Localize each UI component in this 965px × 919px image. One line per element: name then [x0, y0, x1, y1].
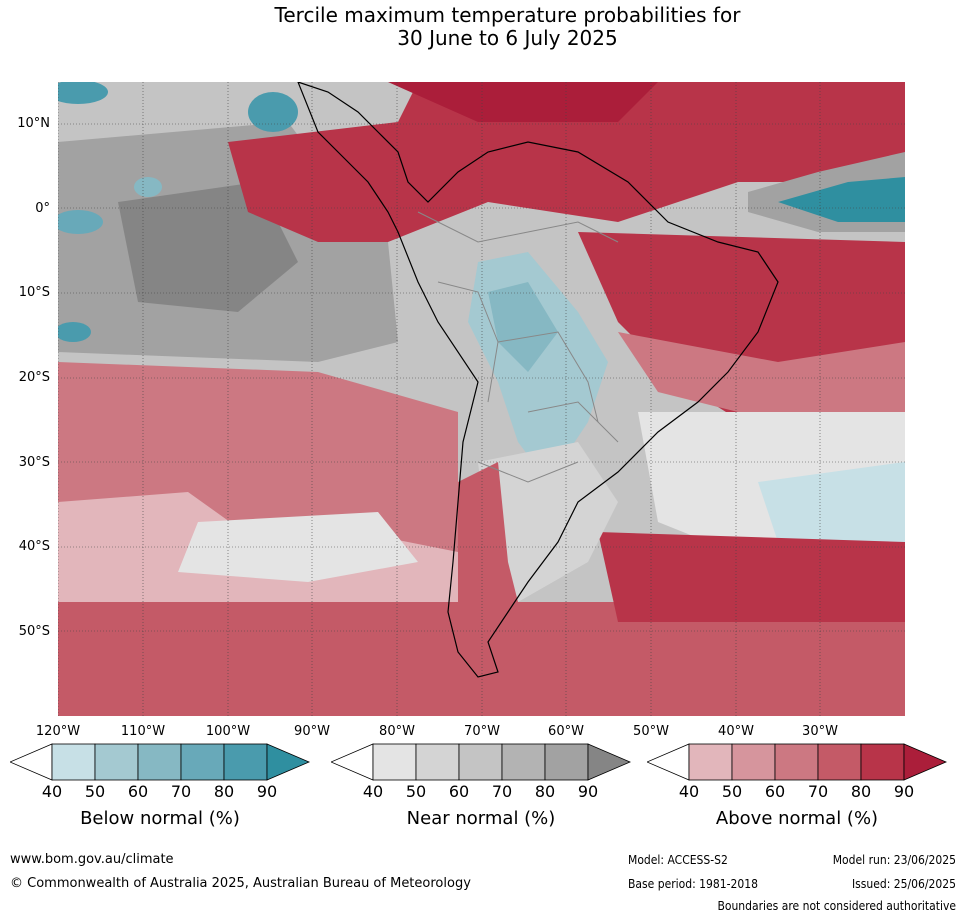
lon-label-60w: 60°W: [548, 724, 584, 739]
lon-label-100w: 100°W: [205, 724, 251, 739]
tick: 60: [127, 782, 149, 801]
lon-label-80w: 80°W: [379, 724, 415, 739]
tick: 80: [213, 782, 235, 801]
issued-date: Issued: 25/06/2025: [851, 877, 956, 891]
colorbar-near-swatches: [329, 743, 632, 781]
tick: 70: [491, 782, 513, 801]
lat-label-20s: 20°S: [18, 370, 50, 385]
title-line-1: Tercile maximum temperature probabilitie…: [274, 3, 741, 27]
colorbar-below-normal: [8, 743, 311, 785]
lon-label-40w: 40°W: [718, 724, 754, 739]
tick: 90: [577, 782, 599, 801]
tick: 60: [764, 782, 786, 801]
tick: 90: [256, 782, 278, 801]
map-title: Tercile maximum temperature probabilitie…: [0, 4, 965, 50]
tick: 50: [84, 782, 106, 801]
tick: 50: [721, 782, 743, 801]
colorbar-below-title: Below normal (%): [80, 808, 240, 829]
map-canvas: [48, 80, 905, 716]
coastline: [296, 81, 779, 678]
tick: 60: [448, 782, 470, 801]
boundaries-disclaimer: Boundaries are not considered authoritat…: [717, 899, 956, 913]
tick: 80: [534, 782, 556, 801]
tick: 40: [678, 782, 700, 801]
lat-label-0: 0°: [35, 201, 50, 216]
colorbar-near-title: Near normal (%): [406, 808, 556, 829]
lon-label-120w: 120°W: [35, 724, 81, 739]
lat-label-30s: 30°S: [18, 455, 50, 470]
lon-label-90w: 90°W: [294, 724, 330, 739]
model-name: Model: ACCESS-S2: [628, 853, 728, 867]
tick: 40: [41, 782, 63, 801]
model-run: Model run: 23/06/2025: [832, 853, 956, 867]
tick: 70: [807, 782, 829, 801]
lat-label-40s: 40°S: [18, 539, 50, 554]
lat-label-10n: 10°N: [17, 116, 50, 131]
website-link[interactable]: www.bom.gov.au/climate: [10, 852, 174, 867]
lat-label-10s: 10°S: [18, 285, 50, 300]
base-period: Base period: 1981-2018: [628, 877, 759, 891]
lat-label-50s: 50°S: [18, 624, 50, 639]
colorbar-near-normal: [329, 743, 632, 785]
lon-label-50w: 50°W: [633, 724, 669, 739]
colorbar-above-swatches: [645, 743, 948, 781]
colorbar-above-normal: [645, 743, 948, 785]
tick: 70: [170, 782, 192, 801]
probability-map: [48, 80, 905, 716]
lon-label-110w: 110°W: [120, 724, 166, 739]
title-line-2: 30 June to 6 July 2025: [397, 26, 618, 50]
colorbar-below-swatches: [8, 743, 311, 781]
colorbar-above-title: Above normal (%): [715, 808, 879, 829]
tick: 80: [850, 782, 872, 801]
tick: 50: [405, 782, 427, 801]
tick: 40: [362, 782, 384, 801]
tick: 90: [893, 782, 915, 801]
lon-label-30w: 30°W: [802, 724, 838, 739]
copyright: © Commonwealth of Australia 2025, Austra…: [10, 876, 471, 891]
lon-label-70w: 70°W: [464, 724, 500, 739]
